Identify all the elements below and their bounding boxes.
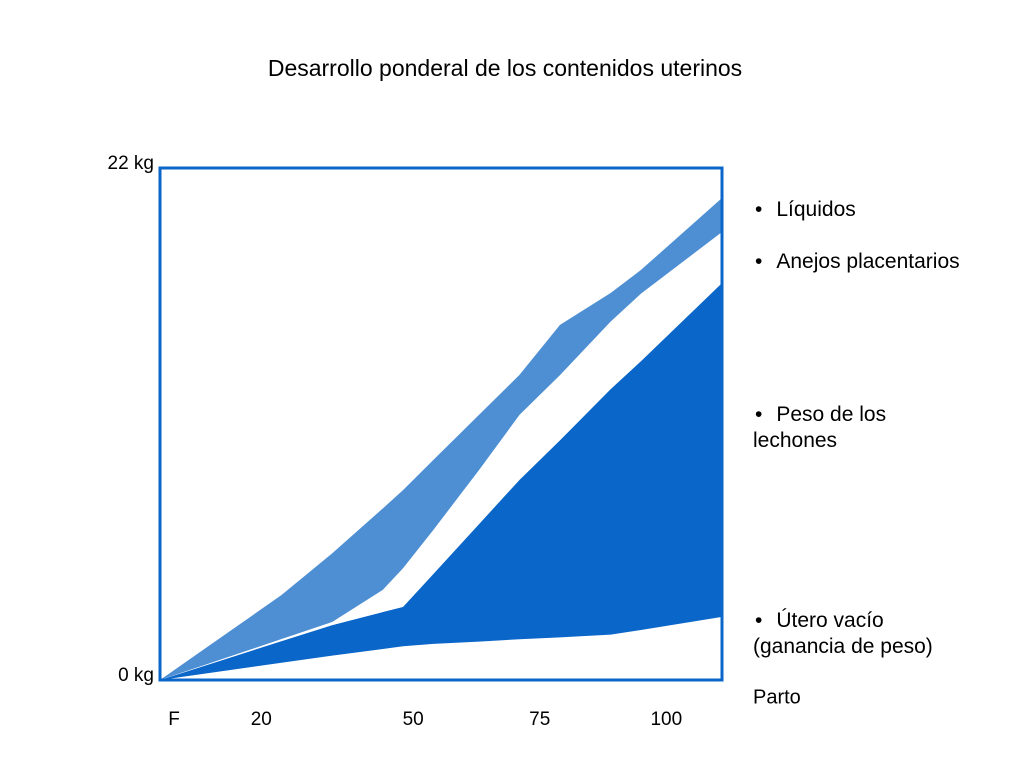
legend-entry: Útero vacío (ganancia de peso) — [753, 608, 963, 660]
x-tick-label: 50 — [403, 709, 424, 730]
legend-entry: Anejos placentarios — [753, 249, 963, 275]
area — [160, 616, 722, 680]
plot-frame — [158, 166, 724, 682]
x-tick-label: 20 — [251, 709, 272, 730]
annotation: Parto — [753, 686, 801, 708]
area — [160, 282, 722, 680]
area — [160, 198, 722, 680]
y-tick-label: 22 kg — [108, 153, 154, 174]
area — [160, 232, 722, 680]
x-tick-label: F — [168, 709, 180, 730]
x-tick-label: 75 — [529, 709, 550, 730]
legend-entry: Peso de los lechones — [753, 402, 963, 454]
chart-title: Desarrollo ponderal de los contenidos ut… — [268, 55, 742, 81]
y-tick-label: 0 kg — [118, 665, 154, 686]
legend-entry: Líquidos — [753, 197, 963, 223]
x-tick-label: 100 — [650, 709, 682, 730]
